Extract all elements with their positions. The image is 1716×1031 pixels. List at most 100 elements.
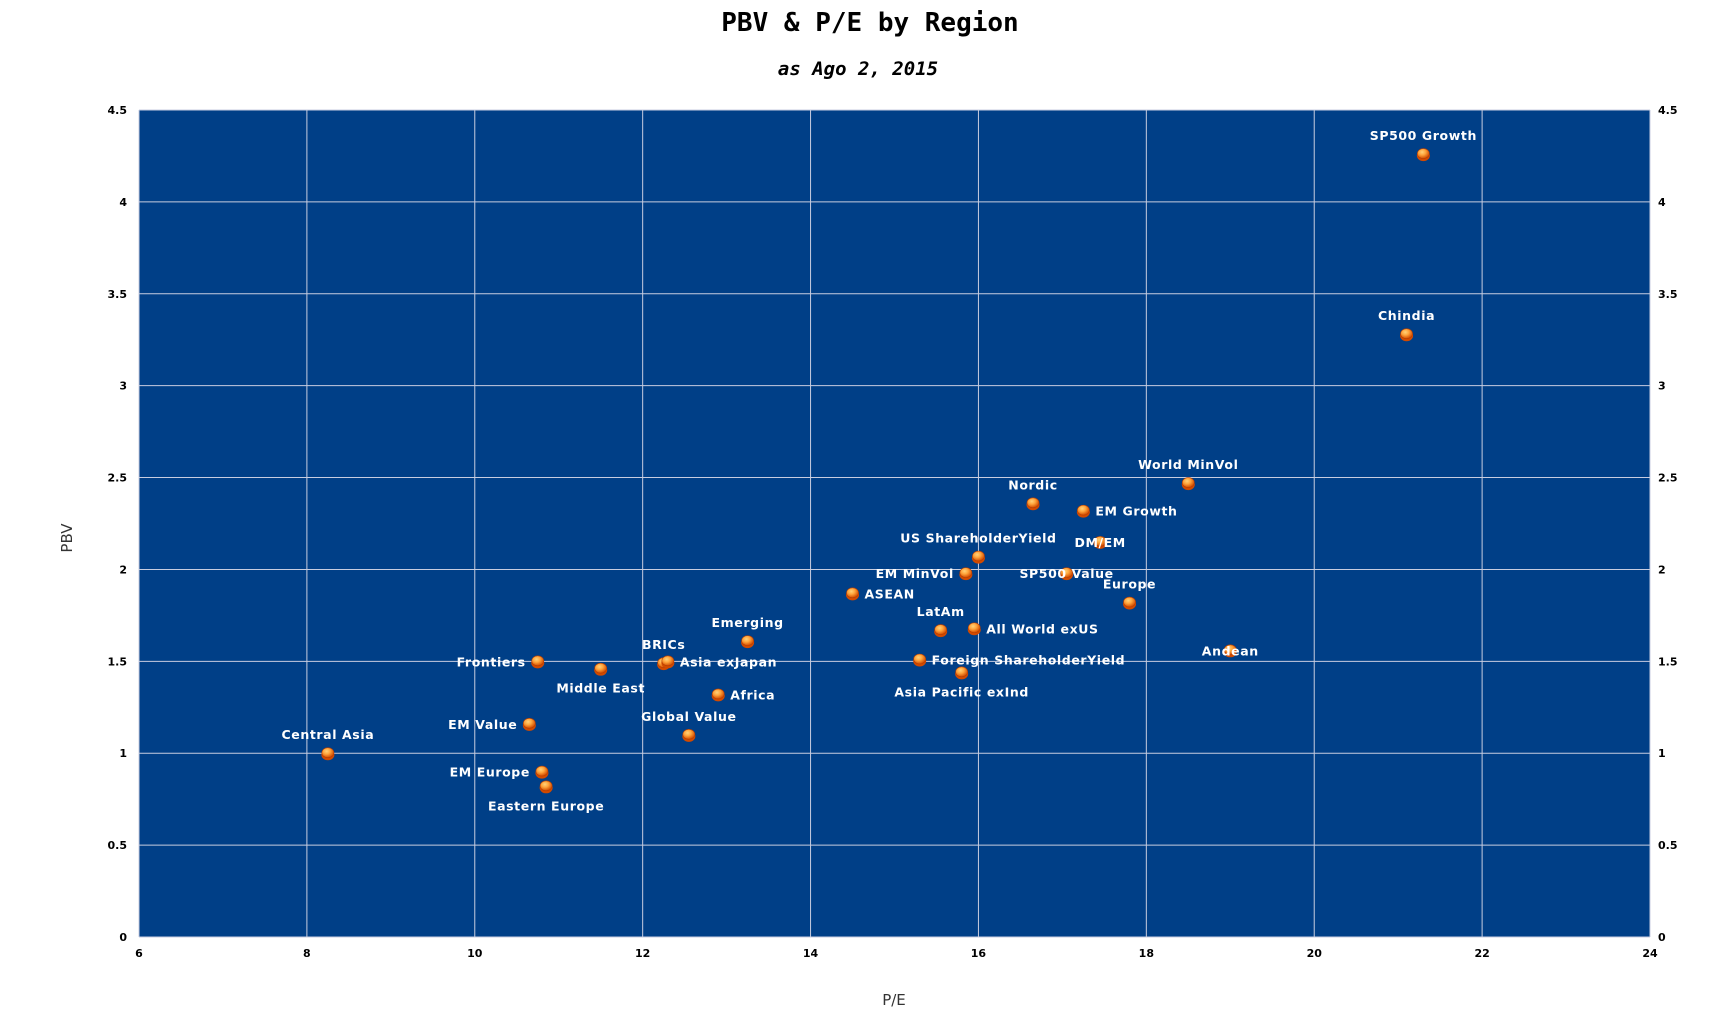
point-label: All World exUS [986,621,1098,636]
y-tick-label-right: 1 [1658,747,1666,760]
point-marker [1077,504,1090,516]
y-tick-label-left: 0.5 [108,839,128,852]
point-label: Asia Pacific exInd [894,684,1028,699]
point-marker [955,666,968,678]
point-marker [1123,596,1136,608]
plot-area [139,110,1650,937]
point-label: Nordic [1008,477,1057,492]
point-label: EM Growth [1095,504,1177,519]
point-marker [1182,477,1195,488]
data-point: Middle East [556,662,645,696]
data-point: EM Europe [450,765,549,780]
data-point: Asia exJapan [661,654,777,669]
chart-title: PBV & P/E by Region [721,8,1018,38]
point-label: DM/EM [1074,535,1125,550]
y-tick-label-right: 3 [1658,380,1666,393]
point-label: EM Value [448,717,517,732]
y-tick-label-right: 3.5 [1658,288,1678,301]
point-marker [321,747,335,759]
point-marker [1060,567,1073,578]
y-tick-label-left: 1 [119,747,127,760]
data-point: EM Growth [1076,504,1177,519]
point-label: Chindia [1378,308,1435,323]
y-tick-label-right: 0 [1658,931,1666,944]
data-point: Chindia [1378,308,1435,342]
data-point: US ShareholderYield [900,531,1056,564]
point-marker [1400,328,1413,340]
point-marker [934,624,947,635]
data-point: Global Value [641,709,736,742]
point-label: Asia exJapan [680,654,777,669]
point-marker [535,765,549,777]
axis-ticks: 6 8 10 12 14 16 18 20 22 240 00.5 0.51 11.5 1.52 22.5 2… [108,104,1678,960]
x-tick-label: 14 [803,947,819,960]
point-label: Frontiers [457,654,526,669]
data-point: DM/EM [1074,535,1125,550]
y-tick-label-left: 2 [119,563,127,576]
x-tick-label: 12 [635,947,650,960]
point-label: SP500 Value [1019,566,1113,581]
point-marker [661,655,675,667]
data-point: World MinVol [1138,457,1238,491]
point-label: Eastern Europe [488,798,604,813]
x-tick-label: 20 [1307,947,1323,960]
data-point: SP500 Growth [1370,128,1477,162]
data-point: Nordic [1008,477,1057,511]
y-tick-label-right: 4 [1658,196,1666,209]
chart-subtitle: as Ago 2, 2015 [778,58,938,80]
point-marker [741,635,754,646]
y-tick-label-right: 2 [1658,563,1666,576]
y-tick-label-right: 2.5 [1658,472,1678,485]
data-point: Central Asia [281,727,374,761]
y-tick-label-left: 4 [119,196,127,209]
point-label: SP500 Growth [1370,128,1477,143]
y-tick-label-left: 2.5 [108,472,128,485]
data-point: Africa [711,687,775,702]
point-marker [1026,497,1040,509]
point-label: World MinVol [1138,457,1238,472]
point-label: Central Asia [281,727,374,742]
y-tick-label-left: 1.5 [108,655,128,668]
y-tick-label-left: 0 [119,931,127,944]
y-tick-label-right: 0.5 [1658,839,1678,852]
x-tick-label: 6 [135,947,143,960]
point-label: Africa [730,687,775,702]
y-axis-label: PBV [58,523,76,553]
grid-lines [138,109,1651,938]
point-label: BRICs [642,637,685,652]
point-marker [959,567,973,578]
y-tick-label-right: 4.5 [1658,104,1678,117]
point-label: Europe [1103,577,1156,592]
point-marker [846,587,859,599]
x-tick-label: 16 [971,947,987,960]
point-label: ASEAN [865,586,915,601]
point-label: LatAm [917,604,965,619]
data-point: Eastern Europe [488,780,604,813]
point-label: EM Europe [450,765,530,780]
data-point: Asia Pacific exInd [894,666,1028,699]
point-marker [1417,148,1430,159]
data-point: Europe [1103,577,1156,610]
point-marker [531,655,545,667]
data-point: SP500 Value [1019,566,1113,581]
point-marker [523,718,536,729]
point-label: Middle East [556,681,645,696]
data-point: All World exUS [967,621,1098,636]
data-points: SP500 Growth Chindia World MinVol Nordic EM … [281,128,1476,813]
y-tick-label-left: 3 [119,380,127,393]
point-marker [711,688,725,700]
x-tick-label: 10 [467,947,483,960]
x-tick-label: 18 [1139,947,1154,960]
point-marker [1093,536,1107,547]
data-point: ASEAN [846,586,915,601]
point-label: US ShareholderYield [900,531,1056,546]
data-point: Andean [1202,643,1258,658]
point-marker [967,622,981,634]
x-tick-label: 8 [303,947,311,960]
point-marker [682,729,696,740]
point-marker [913,653,926,665]
data-point: LatAm [917,604,965,638]
data-point: Frontiers [457,654,545,669]
data-point: Emerging [712,615,783,649]
